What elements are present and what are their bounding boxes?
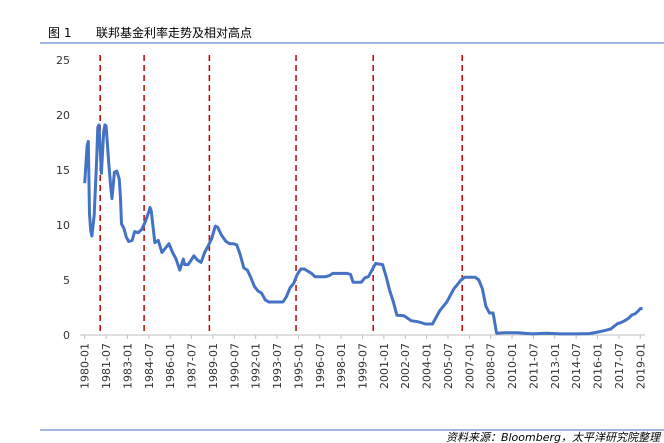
- y-tick-label: 10: [56, 219, 70, 232]
- x-tick-label: 2011-07: [527, 343, 540, 389]
- x-tick-label: 1993-07: [271, 343, 284, 389]
- x-tick-label: 1983-01: [121, 343, 134, 389]
- x-tick-label: 1992-01: [250, 343, 263, 389]
- x-tick-label: 1981-07: [100, 343, 113, 389]
- y-tick-label: 5: [63, 274, 70, 287]
- x-tick-label: 1996-07: [314, 343, 327, 389]
- x-tick-label: 2002-07: [399, 343, 412, 389]
- x-tick-label: 1986-01: [164, 343, 177, 389]
- x-tick-label: 2001-01: [378, 343, 391, 389]
- x-tick-label: 1987-07: [186, 343, 199, 389]
- y-tick-label: 25: [56, 54, 70, 67]
- y-tick-label: 20: [56, 109, 70, 122]
- x-tick-label: 2007-01: [463, 343, 476, 389]
- x-tick-label: 1995-01: [292, 343, 305, 389]
- x-tick-label: 1999-07: [357, 343, 370, 389]
- figure-label: 图 1: [48, 26, 71, 40]
- chart-title: 联邦基金利率走势及相对高点: [96, 25, 252, 40]
- y-tick-label: 0: [63, 329, 70, 342]
- x-tick-label: 2016-01: [592, 343, 605, 389]
- y-tick-label: 15: [56, 164, 70, 177]
- x-tick-label: 1989-01: [207, 343, 220, 389]
- x-tick-label: 2014-07: [570, 343, 583, 389]
- x-tick-label: 2008-07: [485, 343, 498, 389]
- rate-line: [83, 123, 643, 336]
- x-tick-label: 1984-07: [143, 343, 156, 389]
- x-tick-label: 2013-01: [549, 343, 562, 389]
- x-tick-label: 2005-07: [442, 343, 455, 389]
- x-tick-label: 2019-01: [634, 343, 647, 389]
- x-tick-label: 2010-01: [506, 343, 519, 389]
- x-tick-label: 2017-07: [613, 343, 626, 389]
- x-tick-label: 2004-01: [421, 343, 434, 389]
- x-tick-label: 1998-01: [335, 343, 348, 389]
- x-tick-label: 1980-01: [79, 343, 92, 389]
- source-note: 资料来源：Bloomberg，太平洋研究院整理: [446, 431, 662, 443]
- x-tick-label: 1990-07: [228, 343, 241, 389]
